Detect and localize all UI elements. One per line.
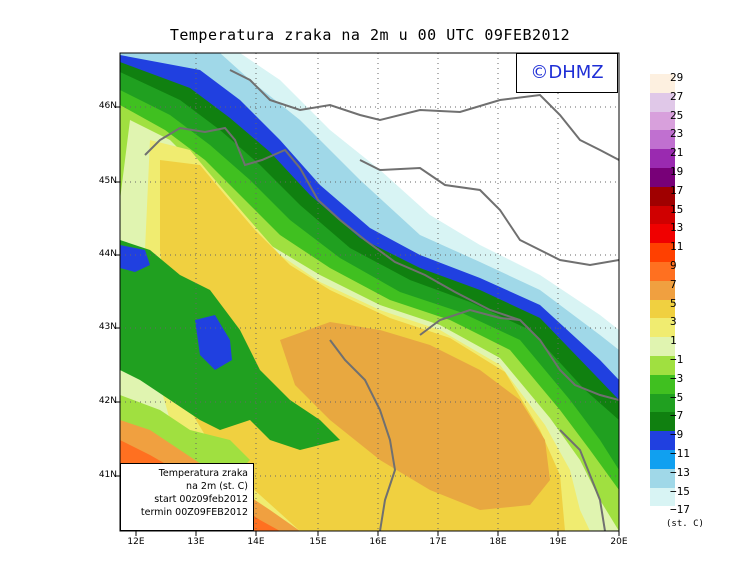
map-field <box>120 53 619 531</box>
legend-label: 15 <box>670 202 684 216</box>
legend-label: 1 <box>670 334 677 348</box>
legend-label: 5 <box>670 296 677 310</box>
legend-swatch <box>650 74 675 94</box>
legend-swatch <box>650 186 675 207</box>
legend-swatch <box>650 374 675 395</box>
legend-swatch <box>650 280 675 301</box>
legend-swatch <box>650 111 675 131</box>
legend-label: 27 <box>670 89 684 103</box>
lon-tick-18: 18E <box>489 537 507 547</box>
legend-swatch <box>650 431 675 451</box>
info-line-2: na 2m (st. C) <box>186 481 248 492</box>
dhmz-logo: ©DHMZ <box>516 53 618 93</box>
lat-tick-46: 46N <box>98 101 117 111</box>
legend-swatch <box>650 243 675 263</box>
legend-label: 11 <box>670 240 684 254</box>
legend-label: −17 <box>670 503 690 517</box>
lat-tick-45: 45N <box>98 176 117 186</box>
legend-swatch <box>650 337 675 357</box>
legend-label: −11 <box>670 447 690 460</box>
info-line-4: termin 00Z09FEB2012 <box>140 507 248 518</box>
legend-swatch <box>650 487 675 507</box>
info-line-1: Temperatura zraka <box>158 468 248 479</box>
legend-swatch <box>650 299 675 319</box>
lat-tick-43: 43N <box>98 322 117 332</box>
lon-tick-14: 14E <box>247 537 265 547</box>
legend-swatch <box>650 356 675 376</box>
legend-label: −7 <box>670 409 684 423</box>
lon-tick-13: 13E <box>187 537 205 547</box>
lon-tick-20: 20E <box>610 537 628 547</box>
legend-swatch <box>650 450 675 470</box>
info-line-3: start 00z09feb2012 <box>154 494 248 505</box>
legend-swatch <box>650 224 675 244</box>
legend-label: −5 <box>670 390 684 404</box>
legend-label: 13 <box>670 221 684 235</box>
legend-swatch <box>650 506 675 526</box>
legend-label: 29 <box>670 71 684 84</box>
legend-label: −15 <box>670 484 690 498</box>
lon-tick-16: 16E <box>369 537 387 547</box>
lat-tick-42: 42N <box>98 396 117 406</box>
coastlines <box>144 69 619 531</box>
gridlines <box>120 53 619 531</box>
legend-label: 19 <box>670 165 684 178</box>
lat-tick-41: 41N <box>98 470 117 480</box>
legend-label: −3 <box>670 371 684 385</box>
lon-tick-15: 15E <box>309 537 327 547</box>
legend-swatch <box>650 318 675 338</box>
legend-swatch <box>650 393 675 413</box>
legend-swatch <box>650 168 675 188</box>
lat-tick-44: 44N <box>98 249 117 259</box>
legend-unit: (st. C) <box>666 519 704 529</box>
legend-label: 23 <box>670 127 684 141</box>
legend-label: 25 <box>670 108 684 122</box>
lon-tick-19: 19E <box>549 537 567 547</box>
legend-label: −9 <box>670 428 684 442</box>
map-title: Temperatura zraka na 2m u 00 UTC 09FEB20… <box>169 26 571 44</box>
legend-label: 3 <box>670 315 677 329</box>
legend-swatch <box>650 205 675 225</box>
legend-swatch <box>650 149 675 169</box>
legend-label: −1 <box>670 353 684 366</box>
legend-swatch <box>650 412 675 432</box>
legend-label: 9 <box>670 259 677 272</box>
legend-label: −13 <box>670 465 690 479</box>
legend-swatch <box>650 468 675 489</box>
legend-label: 7 <box>670 277 677 291</box>
info-box: Temperatura zraka na 2m (st. C) start 00… <box>120 463 254 531</box>
legend-swatch <box>650 92 675 113</box>
legend-swatch <box>650 262 675 282</box>
axis-ticks <box>115 106 620 536</box>
legend-swatch <box>650 130 675 150</box>
lon-tick-17: 17E <box>429 537 447 547</box>
legend-label: 21 <box>670 146 684 160</box>
lon-tick-12: 12E <box>127 537 145 547</box>
map-frame <box>119 52 620 532</box>
legend-label: 17 <box>670 183 684 197</box>
